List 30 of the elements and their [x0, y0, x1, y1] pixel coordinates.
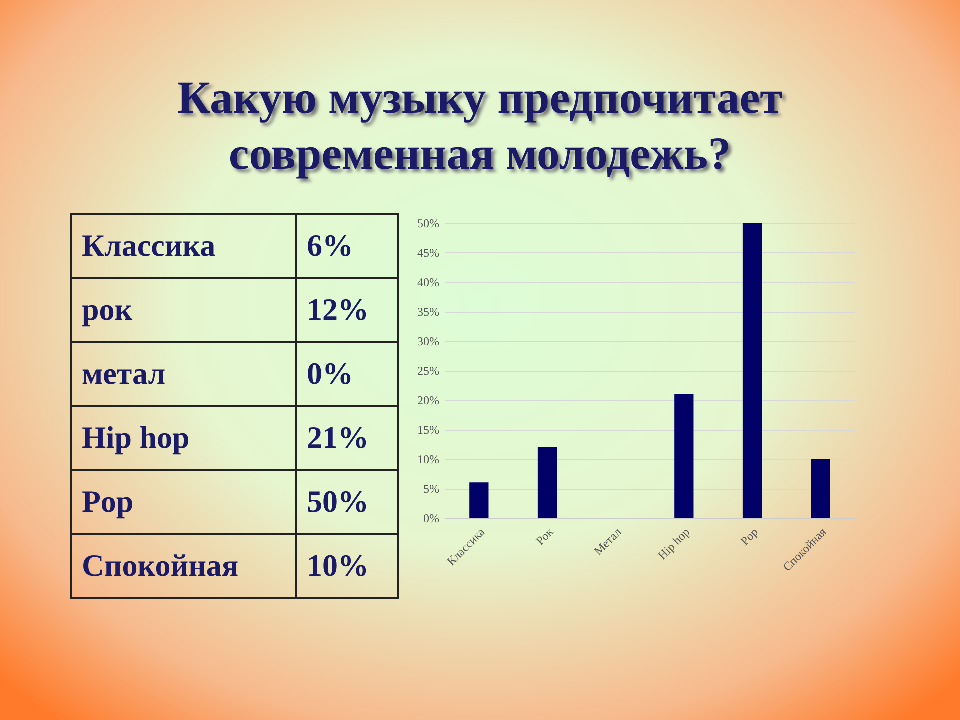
- text: Какую музыку предпочитает современная молодежь?: [176, 71, 784, 181]
- category-label: Hip hop: [71, 406, 296, 470]
- text: 10%: [307, 548, 369, 583]
- bar: [742, 223, 762, 518]
- y-tick-label: 25%: [418, 364, 440, 378]
- y-tick-label: 45%: [418, 246, 440, 260]
- text: 0%: [307, 356, 354, 391]
- bar: [470, 482, 489, 518]
- x-tick-label: Hip hop: [655, 525, 693, 563]
- x-tick-label: Рок: [533, 524, 556, 548]
- x-tick-label: Pop: [738, 525, 761, 548]
- y-tick-label: 20%: [418, 394, 440, 408]
- bar: [674, 394, 694, 518]
- y-tick-label: 30%: [418, 334, 440, 348]
- category-label: метал: [71, 342, 296, 406]
- text: 21%: [307, 420, 369, 455]
- bar: [811, 459, 830, 518]
- y-tick-label: 0%: [424, 512, 440, 526]
- y-tick-label: 35%: [418, 305, 440, 319]
- category-label: Классика: [71, 214, 296, 278]
- y-tick-label: 50%: [418, 216, 440, 230]
- text: 50%: [307, 484, 369, 519]
- y-tick-label: 15%: [418, 423, 440, 437]
- text: 12%: [307, 292, 369, 327]
- y-tick-label: 40%: [418, 276, 440, 290]
- y-tick-label: 10%: [418, 452, 440, 466]
- bar: [538, 447, 558, 518]
- text: 6%: [307, 228, 354, 263]
- y-tick-label: 5%: [424, 482, 440, 496]
- category-label: рок: [71, 278, 296, 342]
